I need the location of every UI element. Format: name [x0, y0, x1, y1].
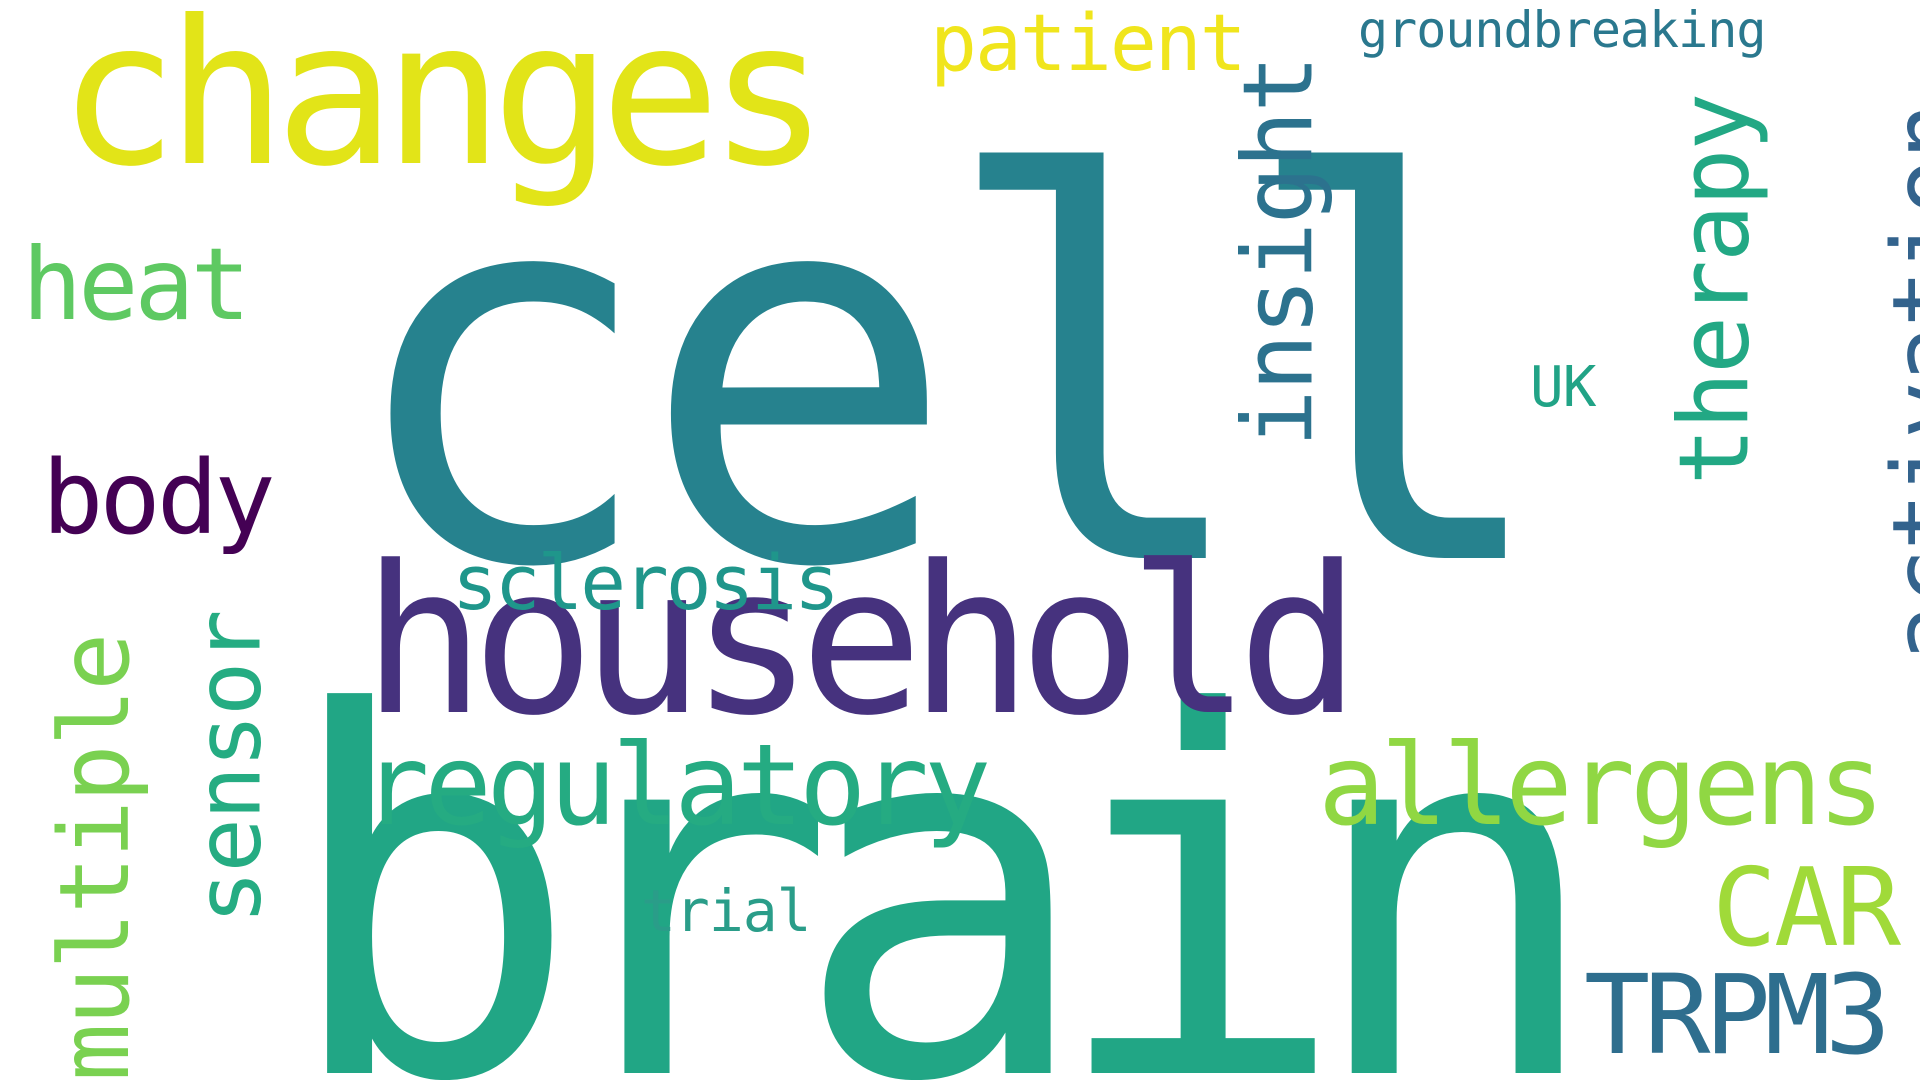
word-brain: brain: [280, 609, 1605, 1080]
word-heat: heat: [22, 226, 251, 343]
word-body: body: [42, 439, 276, 558]
word-UK: UK: [1530, 355, 1596, 420]
word-patient: patient: [930, 0, 1247, 89]
word-therapy: therapy: [1658, 94, 1771, 486]
word-sclerosis: sclerosis: [452, 538, 840, 627]
word-allergens: allergens: [1318, 721, 1885, 851]
word-sensor: sensor: [176, 611, 282, 925]
word-activation: activation: [1871, 104, 1920, 662]
word-TRPM3: TRPM3: [1584, 951, 1891, 1079]
word-changes: changes: [58, 0, 829, 211]
word-household: household: [362, 523, 1361, 761]
word-insight: insight: [1222, 56, 1335, 448]
word-groundbreaking: groundbreaking: [1358, 1, 1766, 59]
word-cell: cell: [340, 66, 1556, 683]
word-CAR: CAR: [1712, 846, 1901, 971]
word-multiple: multiple: [39, 634, 152, 1080]
word-regulatory: regulatory: [362, 721, 991, 851]
word-trial: trial: [641, 877, 812, 945]
